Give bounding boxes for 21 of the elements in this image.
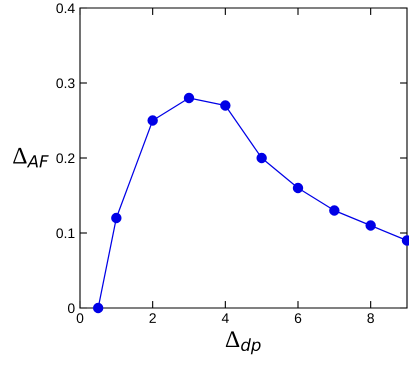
- x-tick-label: 8: [367, 313, 374, 324]
- x-tick-label: 6: [294, 313, 302, 324]
- point: [220, 100, 231, 111]
- point: [111, 212, 122, 224]
- y-tick-label: 0.3: [56, 78, 75, 88]
- x-axis-title: Δ$_{dp}$: [226, 331, 261, 354]
- point: [92, 302, 104, 314]
- x-tick-label: 0: [76, 313, 84, 324]
- y-tick-label: 0.2: [56, 153, 74, 164]
- point: [329, 205, 340, 216]
- y-tick-label: 0: [68, 303, 75, 314]
- point: [184, 92, 194, 104]
- y-tick-label: 0.4: [56, 3, 75, 14]
- point: [256, 152, 267, 164]
- point: [292, 182, 304, 194]
- x-tick-label: 2: [150, 313, 156, 323]
- y-axis-title: Δ$_{AF}$: [13, 148, 49, 168]
- point: [365, 220, 376, 231]
- x-tick-label: 4: [222, 313, 229, 323]
- y-tick-label: 0.1: [56, 228, 74, 238]
- point: [147, 115, 158, 126]
